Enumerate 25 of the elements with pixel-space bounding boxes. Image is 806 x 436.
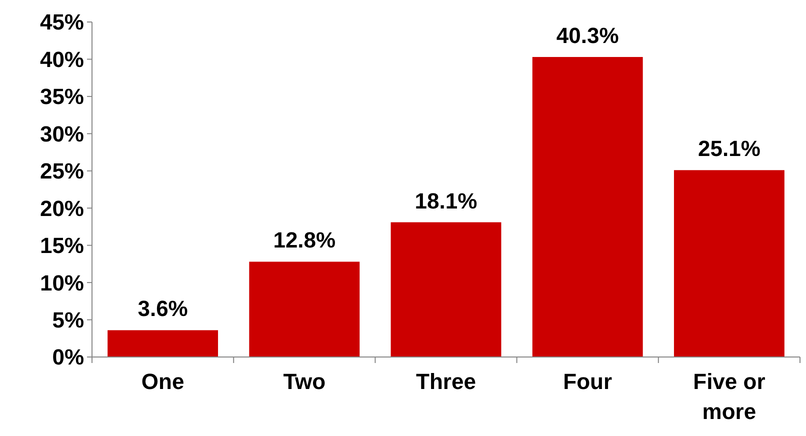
x-tick-label: Three <box>416 369 476 394</box>
y-tick-label: 45% <box>40 10 84 35</box>
y-tick-label: 25% <box>40 158 84 184</box>
bar <box>532 56 643 357</box>
y-tick-label: 20% <box>40 196 84 221</box>
y-tick-label: 15% <box>40 233 84 258</box>
data-label: 25.1% <box>698 136 760 162</box>
x-tick-label: Five or more <box>693 369 766 424</box>
data-label: 3.6% <box>138 296 188 322</box>
y-tick-label: 10% <box>40 270 84 296</box>
data-label: 12.8% <box>273 228 336 253</box>
y-tick-label: 5% <box>52 307 84 332</box>
y-tick-label: 35% <box>40 84 84 110</box>
data-label: 18.1% <box>414 188 478 214</box>
bar <box>249 262 360 357</box>
y-tick-label: 30% <box>40 121 84 146</box>
data-label: 40.3% <box>556 22 619 48</box>
bar <box>108 330 218 357</box>
bar <box>674 170 784 357</box>
bar <box>390 222 502 357</box>
x-tick-label: Four <box>563 369 612 394</box>
y-tick-label: 40% <box>40 46 84 72</box>
x-tick-label: One <box>141 369 184 394</box>
y-tick-label: 0% <box>52 344 84 370</box>
x-tick-label: Two <box>283 369 326 394</box>
